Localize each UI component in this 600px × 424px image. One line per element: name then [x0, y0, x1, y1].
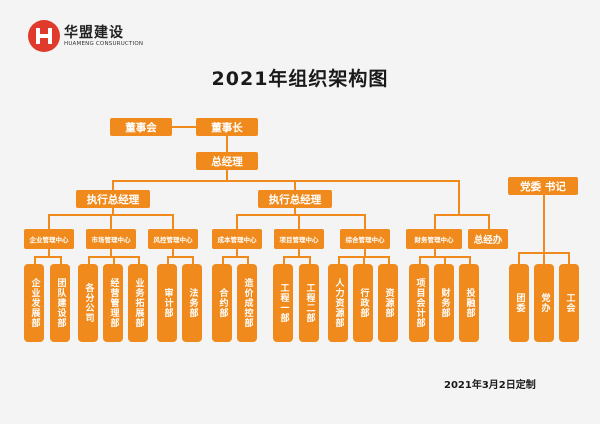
chart-title: 2021年组织架构图	[211, 68, 389, 90]
connector-line	[34, 256, 36, 264]
connector-line	[226, 170, 228, 180]
connector-line	[469, 256, 471, 264]
node-dept-costctrl: 造价成控部	[237, 264, 257, 342]
node-dept-bizexp: 业务拓展部	[128, 264, 148, 342]
connector-line	[48, 214, 50, 229]
connector-line	[518, 252, 520, 264]
company-logo: 华盟建设 HUAMENG CONSURUCTION	[28, 20, 188, 56]
connector-line	[236, 249, 238, 256]
connector-line	[338, 256, 340, 264]
node-dept-admin: 行政部	[353, 264, 373, 342]
connector-line	[298, 249, 300, 256]
connector-line	[309, 256, 311, 264]
node-dept-union: 工会	[559, 264, 579, 342]
connector-line	[434, 249, 436, 256]
connector-line	[283, 256, 311, 258]
connector-line	[222, 256, 224, 264]
connector-line	[172, 249, 174, 256]
node-dept-audit: 审计部	[157, 264, 177, 342]
connector-line	[458, 180, 460, 214]
node-center-finance: 财务管理中心	[406, 229, 462, 249]
connector-line	[543, 252, 545, 264]
node-center-risk: 风控管理中心	[148, 229, 198, 249]
connector-line	[110, 214, 112, 229]
node-gm-office: 总经办	[468, 229, 508, 249]
company-name: 华盟建设	[64, 25, 124, 41]
connector-line	[112, 180, 460, 182]
connector-line	[294, 180, 296, 190]
node-center-cost: 成本管理中心	[212, 229, 262, 249]
connector-line	[444, 256, 446, 264]
connector-line	[388, 256, 390, 264]
node-dept-legal: 法务部	[182, 264, 202, 342]
connector-line	[222, 256, 249, 258]
connector-line	[434, 214, 436, 229]
connector-line	[192, 256, 194, 264]
connector-line	[172, 214, 174, 229]
connector-line	[226, 136, 228, 152]
company-subtitle: HUAMENG CONSURUCTION	[64, 41, 144, 47]
logo-icon	[28, 20, 60, 52]
connector-line	[60, 256, 62, 264]
node-dept-invest: 投融部	[459, 264, 479, 342]
connector-line	[34, 256, 62, 258]
node-dept-eng2: 工程二部	[299, 264, 319, 342]
connector-line	[236, 214, 366, 216]
connector-line	[363, 256, 365, 264]
footer-date: 2021年3月2日定制	[444, 380, 536, 391]
connector-line	[112, 208, 114, 214]
connector-line	[364, 249, 366, 256]
connector-line	[247, 256, 249, 264]
node-dept-finance: 财务部	[434, 264, 454, 342]
connector-line	[294, 208, 296, 214]
connector-line	[543, 195, 545, 252]
connector-line	[236, 214, 238, 229]
connector-line	[298, 214, 300, 229]
node-dept-contract: 合约部	[212, 264, 232, 342]
node-dept-opmgmt: 经营管理部	[103, 264, 123, 342]
node-dept-branch: 各分公司	[78, 264, 98, 342]
node-gm: 总经理	[196, 152, 258, 170]
node-dept-dev: 企业发展部	[24, 264, 44, 342]
node-center-market: 市场管理中心	[86, 229, 136, 249]
node-dept-purchase: 资源部	[378, 264, 398, 342]
node-chairman: 董事长	[196, 118, 258, 136]
node-center-general: 综合管理中心	[340, 229, 390, 249]
node-dept-team: 团队建设部	[50, 264, 70, 342]
node-dept-eng1: 工程一部	[273, 264, 293, 342]
connector-line	[48, 249, 50, 256]
connector-line	[88, 256, 90, 264]
connector-line	[488, 214, 490, 229]
connector-line	[167, 256, 169, 264]
node-center-project: 项目管理中心	[274, 229, 324, 249]
node-exec-right: 执行总经理	[258, 190, 332, 208]
connector-line	[113, 256, 115, 264]
connector-line	[110, 249, 112, 256]
node-board: 董事会	[110, 118, 172, 136]
connector-line	[172, 126, 198, 128]
connector-line	[138, 256, 140, 264]
node-exec-left: 执行总经理	[76, 190, 150, 208]
node-dept-projacct: 项目会计部	[409, 264, 429, 342]
connector-line	[112, 180, 114, 190]
connector-line	[434, 214, 490, 216]
connector-line	[283, 256, 285, 264]
node-dept-hr: 人力资源部	[328, 264, 348, 342]
node-dept-partyoffice: 党办	[534, 264, 554, 342]
connector-line	[167, 256, 194, 258]
connector-line	[419, 256, 421, 264]
connector-line	[364, 214, 366, 229]
node-center-enterprise: 企业管理中心	[24, 229, 74, 249]
node-party: 党委 书记	[508, 177, 578, 195]
node-dept-league: 团委	[509, 264, 529, 342]
connector-line	[568, 252, 570, 264]
